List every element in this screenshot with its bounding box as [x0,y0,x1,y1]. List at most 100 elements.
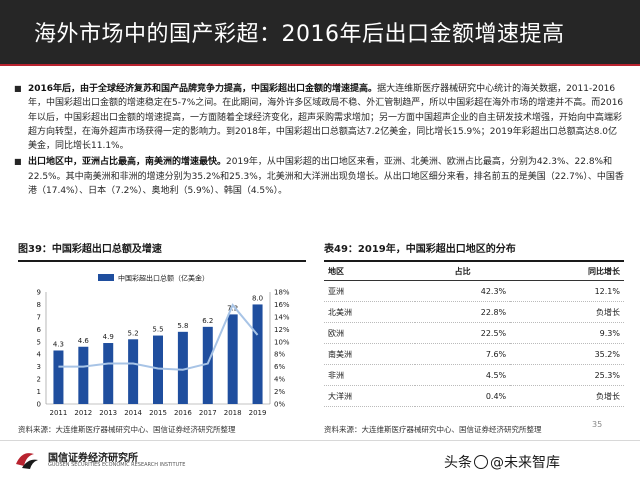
export-chart: 中国彩超出口总额（亿美金） 0 1 2 3 4 5 6 7 8 9 0% 2% 4% 6% 8% 10% 12% 1… [37,274,290,418]
bullet-lead: 出口地区中，亚洲占比最高，南美洲的增速最快。 [28,157,227,168]
bar-data-label: 5.8 [177,322,188,330]
share-cell: 7.6% [415,343,511,365]
table-row: 欧洲 22.5% 9.3% [324,322,624,344]
y-tick-right: 8% [274,351,285,359]
page-number: 35 [592,420,603,429]
x-tick-label: 2016 [174,409,192,417]
share-cell: 22.5% [415,322,511,344]
share-cell: 0.4% [415,385,511,407]
square-bullet-icon: ■ [14,84,22,93]
y-tick-right: 16% [274,301,290,309]
y-tick-left: 4 [37,351,42,359]
x-tick-label: 2017 [199,409,217,417]
col-header-growth: 同比增长 [510,263,624,281]
region-cell: 非洲 [324,364,416,386]
y-tick-right: 14% [274,313,290,321]
bar-data-label: 6.2 [202,317,213,325]
square-bullet-icon: ■ [14,157,22,167]
bullet-lead: 2016年后，由于全球经济复苏和国产品牌竞争力提高，中国彩超出口金额的增速提高。 [28,84,378,94]
region-distribution-table: 地区 占比 同比增长 亚洲 42.3% 12.1% 北美洲 22.8% 负增长 … [324,263,624,407]
region-cell: 亚洲 [324,280,416,302]
guosen-logo-icon [16,453,38,469]
table-row: 亚洲 42.3% 12.1% [324,280,624,302]
bullet-body: 据大连维斯医疗器械研究中心统计的海关数据，2011-2016年，中国彩超出口金额… [28,84,624,152]
bullet-item: ■ 2016年后，由于全球经济复苏和国产品牌竞争力提高，中国彩超出口金额的增速提… [14,82,626,153]
bar-data-label: 4.6 [78,337,90,345]
page-title: 海外市场中的国产彩超：2016年后出口金额增速提高 [34,22,565,47]
x-tick-label: 2013 [99,409,117,417]
table-title: 表49：2019年，中国彩超出口地区的分布 [324,244,516,255]
bar-data-label: 4.9 [103,333,114,341]
bar [202,326,213,404]
growth-cell: 负增长 [510,301,624,323]
bar [177,331,188,404]
bar-data-label: 4.3 [53,340,64,348]
bar [128,339,139,404]
growth-cell: 25.3% [510,364,624,386]
y-tick-right: 0% [274,401,285,409]
x-tick-label: 2011 [50,409,68,417]
org-name-en: GUOSEN SECURITIES ECONOMIC RESEARCH INST… [48,462,186,468]
y-tick-left: 8 [37,301,41,309]
growth-cell: 9.3% [510,322,624,344]
x-tick-label: 2012 [74,409,92,417]
table-title-rule [324,260,624,262]
watermark-prefix: 头条 [444,455,472,471]
legend-label: 中国彩超出口总额（亿美金） [118,274,209,283]
x-tick-label: 2018 [224,409,242,417]
y-tick-right: 12% [274,326,290,334]
x-tick-label: 2015 [149,409,167,417]
bar [153,335,163,404]
y-tick-left: 3 [37,363,41,371]
y-tick-right: 2% [274,388,285,396]
y-tick-right: 10% [274,338,290,346]
title-accent-rule [0,64,640,66]
chart-source: 资料来源：大连维斯医疗器械研究中心、国信证券经济研究所整理 [18,425,236,434]
chart-title-rule [18,260,306,262]
bar [78,346,89,404]
y-tick-left: 7 [37,313,41,321]
bullet-body: 2019年，从中国彩超的出口地区来看，亚洲、北美洲、欧洲占比最高，分别为42.3… [28,157,624,197]
region-cell: 大洋洲 [324,385,416,407]
share-cell: 4.5% [415,364,511,386]
title-bar: 海外市场中的国产彩超：2016年后出口金额增速提高 [0,0,640,64]
table-row: 南美洲 7.6% 35.2% [324,343,624,365]
share-cell: 22.8% [415,301,511,323]
table-row: 大洋洲 0.4% 负增长 [324,385,624,407]
watermark: 头条 @未来智库 [444,452,560,472]
x-tick-label: 2019 [249,409,267,417]
table-row: 北美洲 22.8% 负增长 [324,301,624,323]
share-cell: 42.3% [415,280,511,302]
legend-swatch [98,274,114,281]
bar [103,343,114,404]
growth-cell: 12.1% [510,280,624,302]
bar-data-label: 5.5 [152,326,163,334]
y-tick-left: 6 [37,326,42,334]
footer-rule [0,440,640,441]
bar-data-label: 8.0 [252,294,263,302]
y-tick-left: 2 [37,376,41,384]
bar [53,350,64,404]
watermark-logo-icon [474,455,488,469]
y-tick-left: 1 [37,388,41,396]
region-cell: 北美洲 [324,301,416,323]
table-source: 资料来源：大连维斯医疗器械研究中心、国信证券经济研究所整理 [324,425,542,434]
bar [252,304,263,404]
bar-data-label: 7.2 [227,304,238,312]
y-tick-right: 4% [274,376,285,384]
region-cell: 欧洲 [324,322,416,344]
y-tick-left: 0 [37,401,41,409]
bar [227,314,238,404]
col-header-share: 占比 [415,263,511,281]
watermark-handle: @未来智库 [490,455,560,471]
bar-data-label: 5.2 [128,329,139,337]
growth-cell: 负增长 [510,385,624,407]
bullet-list: ■ 2016年后，由于全球经济复苏和国产品牌竞争力提高，中国彩超出口金额的增速提… [14,82,626,200]
y-tick-left: 9 [37,289,41,297]
y-tick-left: 5 [37,338,41,346]
y-tick-right: 18% [274,289,290,297]
growth-line [58,303,259,371]
col-header-region: 地区 [324,263,416,281]
table-header-row: 地区 占比 同比增长 [324,263,624,281]
bullet-item: ■ 出口地区中，亚洲占比最高，南美洲的增速最快。2019年，从中国彩超的出口地区… [14,155,626,198]
